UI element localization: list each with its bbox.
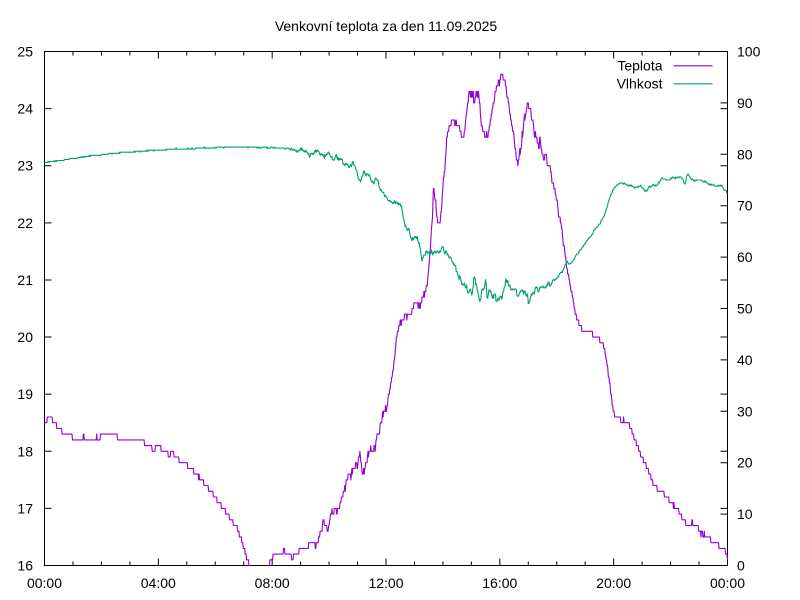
- svg-text:Teplota: Teplota: [617, 57, 662, 73]
- svg-text:20:00: 20:00: [596, 575, 631, 591]
- svg-text:17: 17: [17, 500, 33, 516]
- svg-text:25: 25: [17, 44, 33, 60]
- svg-text:21: 21: [17, 272, 33, 288]
- svg-text:Vlhkost: Vlhkost: [617, 75, 663, 91]
- svg-text:22: 22: [17, 215, 33, 231]
- svg-text:19: 19: [17, 386, 33, 402]
- svg-text:100: 100: [737, 44, 761, 60]
- svg-text:16: 16: [17, 558, 33, 574]
- svg-text:18: 18: [17, 443, 33, 459]
- svg-text:70: 70: [737, 198, 753, 214]
- svg-text:90: 90: [737, 95, 753, 111]
- svg-text:08:00: 08:00: [255, 575, 290, 591]
- svg-text:50: 50: [737, 301, 753, 317]
- svg-text:16:00: 16:00: [482, 575, 517, 591]
- svg-text:00:00: 00:00: [27, 575, 62, 591]
- svg-text:60: 60: [737, 249, 753, 265]
- svg-text:Venkovní teplota za den 11.09.: Venkovní teplota za den 11.09.2025: [275, 18, 498, 34]
- svg-text:20: 20: [17, 329, 33, 345]
- svg-text:30: 30: [737, 403, 753, 419]
- svg-text:00:00: 00:00: [710, 575, 745, 591]
- svg-text:23: 23: [17, 158, 33, 174]
- svg-text:04:00: 04:00: [141, 575, 176, 591]
- svg-text:20: 20: [737, 455, 753, 471]
- svg-text:10: 10: [737, 506, 753, 522]
- svg-text:12:00: 12:00: [368, 575, 403, 591]
- svg-text:24: 24: [17, 101, 33, 117]
- svg-text:80: 80: [737, 146, 753, 162]
- svg-text:0: 0: [737, 558, 745, 574]
- svg-text:40: 40: [737, 352, 753, 368]
